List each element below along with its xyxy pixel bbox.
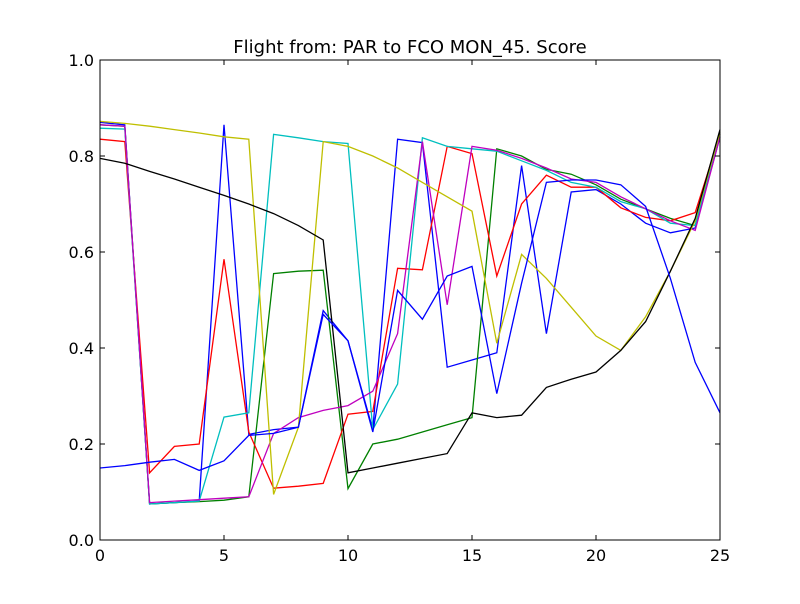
y-tick-label: 0.2	[69, 435, 94, 454]
series-line-1	[99, 121, 721, 505]
series-line-3	[99, 134, 721, 489]
plot-frame	[99, 59, 721, 541]
series-layer	[99, 120, 721, 505]
x-tick-label: 15	[462, 546, 482, 565]
chart-title: Flight from: PAR to FCO MON_45. Score	[233, 37, 586, 58]
series-line-5	[99, 124, 721, 504]
y-tick-label: 0.6	[69, 243, 94, 262]
series-line-6	[99, 120, 721, 495]
series-line-4	[99, 127, 721, 505]
series-line-2	[99, 124, 721, 505]
tick-layer: 0 5 10 15 20 25 0.0 0.2 0.4 0.6 0.8 1.0	[69, 51, 731, 565]
series-line-7	[99, 129, 721, 474]
x-tick-label: 10	[338, 546, 358, 565]
x-tick-label: 25	[710, 546, 730, 565]
x-tick-label: 5	[219, 546, 229, 565]
y-tick-label: 1.0	[69, 51, 94, 70]
y-tick-label: 0.4	[69, 339, 94, 358]
series-line-8	[99, 179, 721, 472]
x-tick-label: 20	[586, 546, 606, 565]
y-tick-label: 0.0	[69, 531, 94, 550]
y-tick-label: 0.8	[69, 147, 94, 166]
x-tick-label: 0	[95, 546, 105, 565]
